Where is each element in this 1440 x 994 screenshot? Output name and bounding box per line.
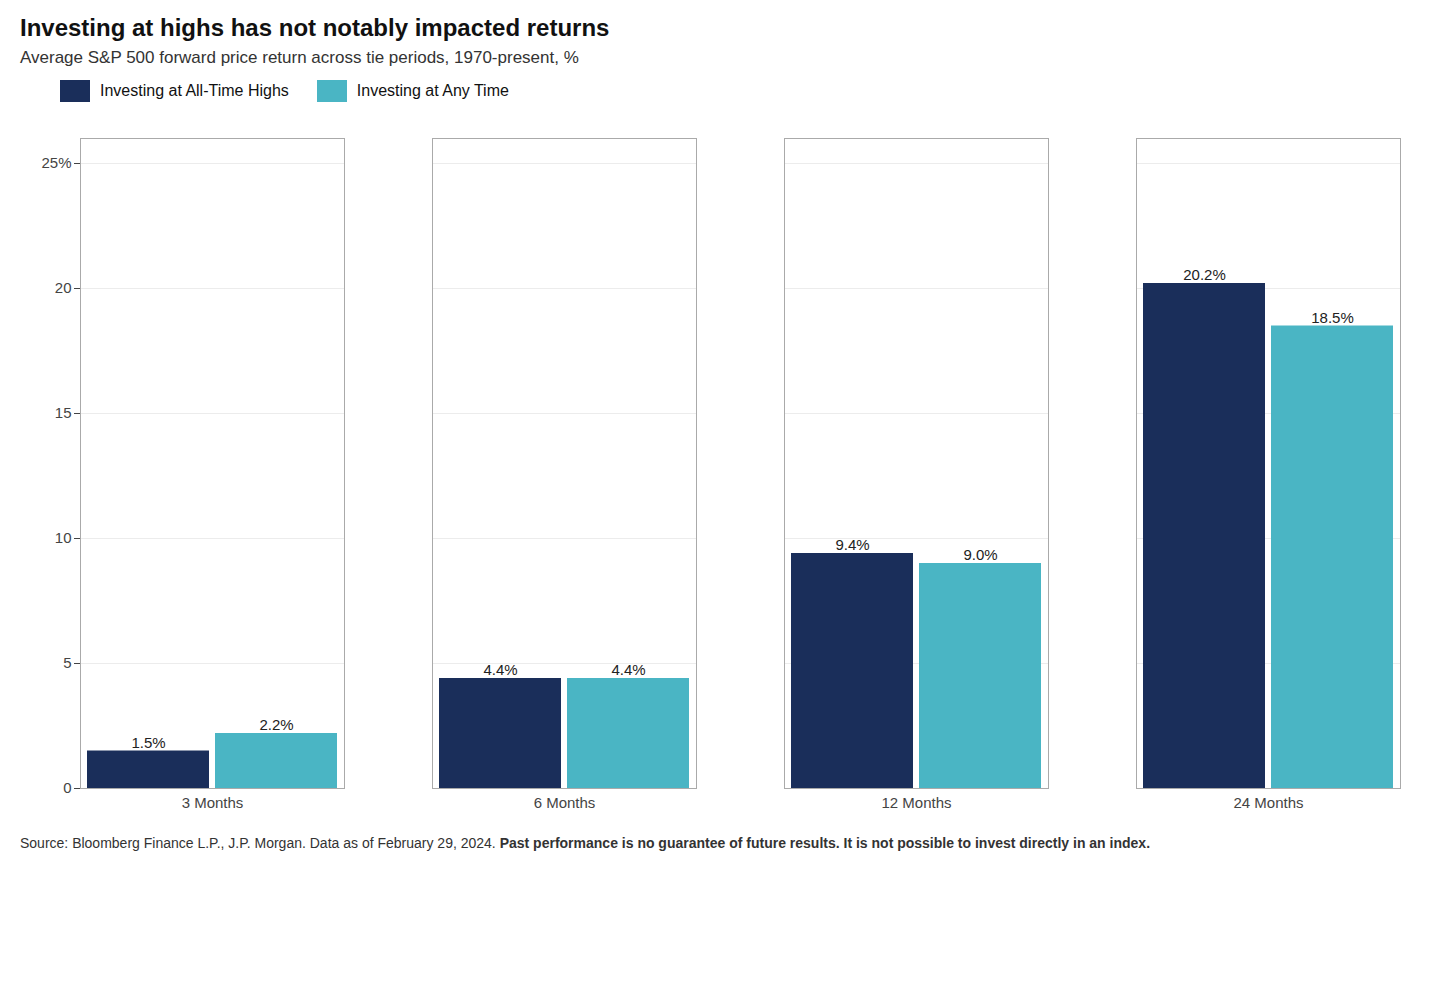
svg-text:4.4%: 4.4% [611, 661, 645, 678]
svg-text:3 Months: 3 Months [182, 794, 244, 811]
html-text:Investing at Any Time: Investing at Any Time [356, 82, 509, 99]
svg-text:20.2%: 20.2% [1183, 266, 1226, 283]
svg-text:12 Months: 12 Months [881, 794, 951, 811]
svg-text:15: 15 [55, 404, 72, 421]
svg-text:25%: 25% [41, 154, 71, 171]
svg-text:0: 0 [63, 779, 71, 796]
svg-text:18.5%: 18.5% [1311, 309, 1354, 326]
svg-text:2.2%: 2.2% [259, 716, 293, 733]
svg-text:5: 5 [63, 654, 71, 671]
html-text:Source: Bloomberg Finance L.P.: Source: Bloomberg Finance L.P., J.P. Mor… [20, 835, 1150, 851]
svg-text:24 Months: 24 Months [1233, 794, 1303, 811]
html-text:Average S&P 500 forward price: Average S&P 500 forward price return acr… [20, 48, 579, 67]
html-text:Investing at highs has not not: Investing at highs has not notably impac… [20, 14, 610, 41]
svg-text:1.5%: 1.5% [131, 734, 165, 751]
svg-text:4.4%: 4.4% [483, 661, 517, 678]
html-text:Investing at All-Time Highs: Investing at All-Time Highs [100, 82, 289, 99]
svg-text:10: 10 [55, 529, 72, 546]
svg-text:9.0%: 9.0% [963, 546, 997, 563]
svg-text:9.4%: 9.4% [835, 536, 869, 553]
svg-text:6 Months: 6 Months [534, 794, 596, 811]
svg-text:20: 20 [55, 279, 72, 296]
